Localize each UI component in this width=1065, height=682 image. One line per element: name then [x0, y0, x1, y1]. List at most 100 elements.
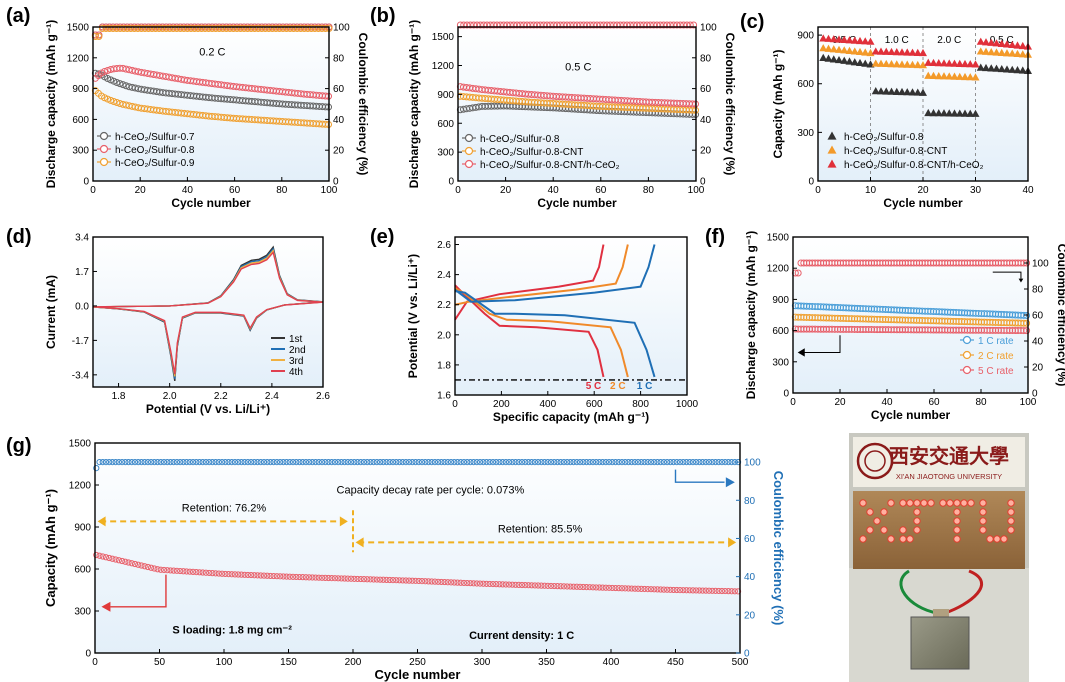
data-point — [483, 458, 490, 466]
data-point — [376, 458, 384, 466]
data-point — [630, 21, 638, 29]
data-point — [189, 568, 197, 575]
led-light — [1007, 517, 1015, 525]
data-point — [515, 581, 522, 588]
data-point — [663, 21, 671, 29]
arrowhead — [355, 537, 364, 548]
data-point — [412, 458, 419, 466]
data-point — [1023, 259, 1031, 267]
data-point — [680, 458, 687, 466]
led-light — [913, 508, 921, 516]
led-light — [960, 499, 968, 507]
y-tick-label: 2.6 — [437, 240, 451, 251]
data-point — [151, 458, 158, 466]
data-point — [297, 25, 305, 33]
x-tick-label: 60 — [229, 185, 241, 196]
data-point — [982, 47, 990, 55]
data-point — [399, 458, 406, 466]
data-point — [631, 585, 638, 592]
data-point — [98, 25, 106, 33]
legend-marker — [99, 131, 109, 141]
data-point — [380, 458, 387, 466]
data-point — [296, 573, 303, 581]
y-right-tick-label: 40 — [1032, 337, 1044, 348]
data-point — [531, 458, 538, 466]
data-point — [646, 21, 654, 29]
data-point — [634, 585, 642, 592]
data-point — [525, 582, 532, 589]
data-point — [130, 25, 138, 33]
data-point — [228, 571, 235, 578]
data-point — [987, 64, 996, 72]
data-point — [631, 458, 638, 466]
data-point — [502, 458, 509, 466]
x-tick-label: 600 — [586, 399, 603, 410]
data-point — [633, 21, 641, 29]
data-point — [311, 25, 319, 33]
data-point — [265, 25, 273, 33]
data-point — [460, 21, 468, 29]
data-point — [1020, 319, 1028, 327]
data-point — [609, 584, 616, 592]
x-tick-label: 150 — [280, 657, 297, 668]
data-point — [299, 574, 306, 581]
data-point — [476, 21, 484, 29]
data-point — [540, 21, 548, 29]
legend-label: 2nd — [289, 345, 306, 356]
data-point — [966, 73, 975, 81]
y-axis-label: Capacity (mAh g⁻¹) — [43, 489, 58, 607]
data-point — [924, 108, 933, 117]
x-axis-label: Potential (V vs. Li/Li⁺) — [146, 402, 270, 416]
data-point — [306, 458, 313, 466]
data-point — [535, 458, 542, 466]
data-point — [919, 88, 927, 96]
data-point — [666, 21, 674, 29]
data-point — [636, 21, 644, 29]
data-point — [476, 458, 484, 466]
y-right-axis-label: Coulombic efficiency (%) — [1055, 244, 1065, 387]
data-point — [209, 458, 216, 466]
data-point — [312, 574, 319, 581]
data-point — [573, 458, 580, 466]
y-right-tick-label: 80 — [744, 496, 756, 507]
data-point — [564, 458, 571, 466]
data-point — [794, 269, 802, 277]
data-point — [273, 573, 280, 580]
data-point — [528, 582, 535, 589]
data-point — [667, 458, 674, 466]
data-point — [620, 21, 628, 29]
x-axis-label: Specific capacity (mAh g⁻¹) — [493, 410, 649, 424]
y-tick-label: 1200 — [69, 481, 92, 492]
data-point — [409, 577, 416, 584]
data-point — [386, 458, 393, 466]
data-point — [622, 585, 629, 592]
data-point — [167, 458, 174, 466]
data-point — [425, 458, 432, 466]
data-point — [460, 458, 468, 466]
data-point — [254, 458, 261, 466]
data-point — [206, 569, 213, 577]
data-point — [338, 575, 345, 582]
data-point — [177, 458, 184, 466]
data-point — [689, 587, 697, 594]
data-point — [576, 21, 584, 29]
data-point — [251, 25, 259, 33]
legend-marker — [99, 144, 109, 154]
data-point — [422, 578, 429, 585]
data-point — [233, 25, 241, 33]
rate-annotation: 0.5 C — [565, 61, 591, 73]
data-point — [693, 458, 700, 466]
data-point — [347, 458, 355, 466]
data-point — [125, 559, 132, 566]
data-point — [615, 458, 622, 466]
data-point — [261, 25, 269, 33]
x-tick-label: 80 — [276, 185, 288, 196]
data-point — [496, 581, 503, 588]
led-light — [1007, 499, 1015, 507]
panel-label: (c) — [740, 11, 764, 33]
data-point — [451, 579, 458, 586]
data-point — [725, 588, 732, 595]
arrow-to-right-axis — [674, 469, 725, 483]
x-tick-label: 20 — [917, 185, 929, 196]
data-point — [206, 458, 213, 466]
